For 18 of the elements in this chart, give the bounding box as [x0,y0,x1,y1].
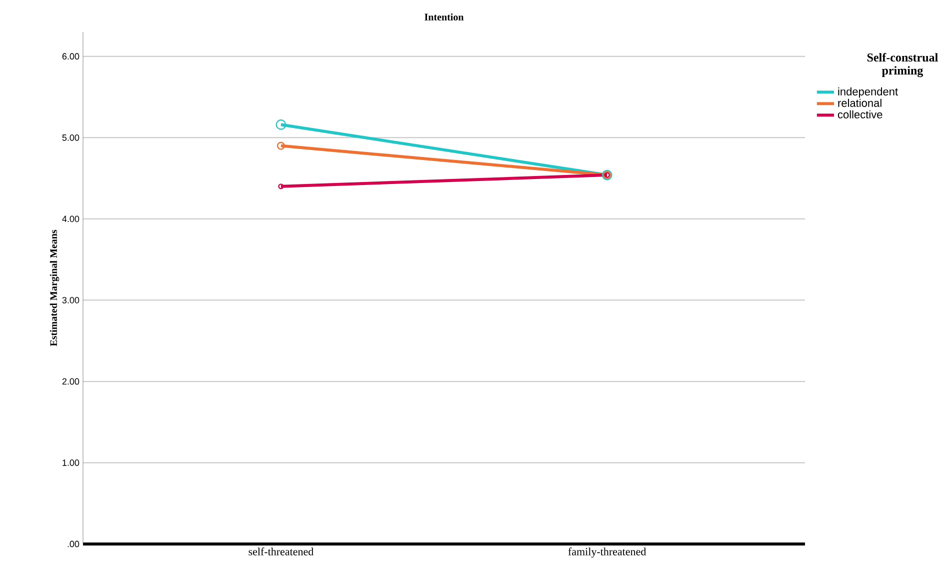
y-tick-label: .00 [68,540,80,548]
legend-label: independent [838,87,898,98]
y-axis-title: Estimated Marginal Means [50,230,60,346]
y-tick-label: 3.00 [62,296,80,304]
point [276,119,286,130]
point [278,184,284,190]
y-tick-label: 6.00 [62,53,80,60]
y-tick-label: 4.00 [62,216,80,222]
y-tick-label: 5.00 [62,134,80,141]
x-tick-label: family-threatened [568,548,646,558]
legend-title: Self-construal priming [867,52,938,78]
y-tick-label: 1.00 [62,460,80,466]
y-tick-label: 2.00 [62,378,80,385]
x-tick-label: self-threatened [248,548,314,556]
point [276,142,285,150]
legend-label: relational [838,98,882,107]
legend-label: collective [838,110,882,118]
chart-title: Intention [424,13,464,20]
